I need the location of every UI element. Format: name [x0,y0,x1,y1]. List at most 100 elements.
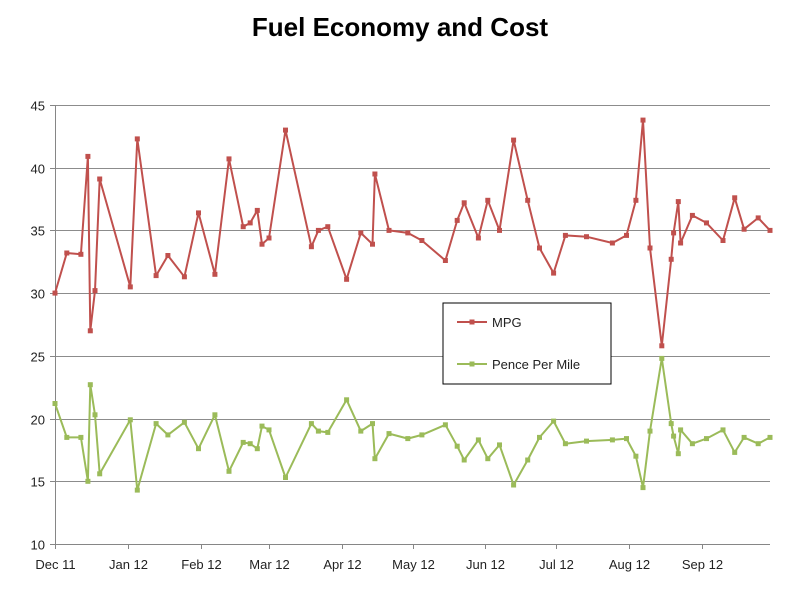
data-point-mpg [454,217,460,223]
data-point-pence-per-mile [671,433,677,439]
data-point-pence-per-mile [92,412,98,418]
x-tick-label: Jan 12 [109,557,148,572]
data-point-mpg [624,232,629,238]
data-point-mpg [732,195,738,201]
y-tick-label: 20 [31,413,45,428]
data-point-pence-per-mile [370,421,375,427]
x-tick-label: Aug 12 [609,557,650,572]
data-point-pence-per-mile [485,456,491,462]
x-tick-label: Apr 12 [323,557,361,572]
legend-box [442,302,612,385]
data-point-pence-per-mile [454,443,460,449]
data-point-pence-per-mile [240,439,246,445]
y-tick-label: 10 [31,538,45,553]
data-point-mpg [419,238,425,243]
data-point-mpg [259,241,265,247]
data-point-pence-per-mile [344,397,350,403]
data-point-pence-per-mile [64,434,70,440]
y-tick-label: 25 [31,350,45,365]
data-point-mpg [562,232,568,238]
data-point-mpg [720,238,726,243]
y-tick-label: 30 [31,287,45,302]
data-point-pence-per-mile [405,436,411,442]
data-point-pence-per-mile [386,431,392,437]
data-point-mpg [485,197,491,203]
data-point-pence-per-mile [624,436,629,442]
data-point-pence-per-mile [97,471,103,477]
data-point-mpg [671,230,677,236]
x-tick-label: May 12 [392,557,435,572]
data-point-pence-per-mile [525,457,531,463]
legend-label-mpg: MPG [492,315,522,330]
data-point-mpg [212,271,218,277]
data-point-pence-per-mile [315,428,321,434]
data-point-mpg [196,210,201,216]
data-point-mpg [386,227,392,233]
data-point-mpg [153,273,159,279]
data-point-mpg [537,245,542,251]
x-tick-label: Sep 12 [682,557,723,572]
data-point-mpg [584,234,589,240]
data-point-pence-per-mile [497,442,502,448]
gridlines [55,105,770,482]
data-point-mpg [475,235,481,241]
series-layer [52,117,773,493]
data-point-mpg [315,227,321,233]
y-tick-label: 15 [31,475,45,490]
data-point-pence-per-mile [127,417,133,423]
y-tick-label: 45 [31,99,45,114]
data-point-pence-per-mile [196,446,201,452]
data-point-pence-per-mile [254,446,260,452]
data-point-mpg [283,127,288,133]
data-point-pence-per-mile [442,422,448,428]
data-point-mpg [511,137,517,143]
data-point-pence-per-mile [659,355,665,361]
data-point-mpg [226,156,232,162]
data-point-mpg [767,227,773,233]
x-tick-label: Jul 12 [539,557,574,572]
data-point-pence-per-mile [165,432,171,438]
data-point-mpg [370,241,375,247]
data-point-mpg [647,245,653,251]
data-point-mpg [181,274,187,280]
data-point-mpg [755,215,761,221]
data-point-pence-per-mile [689,441,695,447]
data-point-pence-per-mile [78,434,84,440]
x-tick-label: Mar 12 [249,557,289,572]
data-point-mpg [134,136,140,142]
data-point-mpg [675,199,681,205]
data-point-mpg [461,200,467,206]
data-point-mpg [668,256,674,262]
x-tick-label: Dec 11 [35,557,75,572]
data-point-pence-per-mile [668,421,674,427]
data-point-mpg [678,240,684,246]
series-mpg [52,117,773,349]
legend-marker-ppm [469,361,475,367]
data-point-mpg [358,230,364,236]
data-point-mpg [308,244,314,250]
data-point-mpg [266,235,272,241]
data-point-pence-per-mile [704,436,709,442]
data-point-mpg [372,171,378,177]
data-point-pence-per-mile [181,419,187,425]
data-point-mpg [344,276,350,282]
data-point-pence-per-mile [609,437,615,443]
data-point-pence-per-mile [85,478,91,484]
data-point-mpg [704,220,709,226]
legend-label-ppm: Pence Per Mile [492,357,580,372]
data-point-pence-per-mile [647,428,653,434]
y-tick-label: 35 [31,224,45,239]
data-point-mpg [78,251,84,257]
data-point-pence-per-mile [52,401,58,406]
axes: 10 15 20 25 30 35 40 45 Dec 11 Jan 12 Feb 12 Mar 12… [31,99,770,572]
data-point-pence-per-mile [372,456,378,462]
data-point-pence-per-mile [134,487,140,493]
series-line-pence-per-mile [54,357,771,492]
data-point-pence-per-mile [283,475,288,480]
data-point-pence-per-mile [475,437,481,443]
data-point-pence-per-mile [675,451,681,457]
data-point-mpg [64,250,70,256]
data-point-mpg [442,258,448,263]
data-point-pence-per-mile [678,427,684,433]
